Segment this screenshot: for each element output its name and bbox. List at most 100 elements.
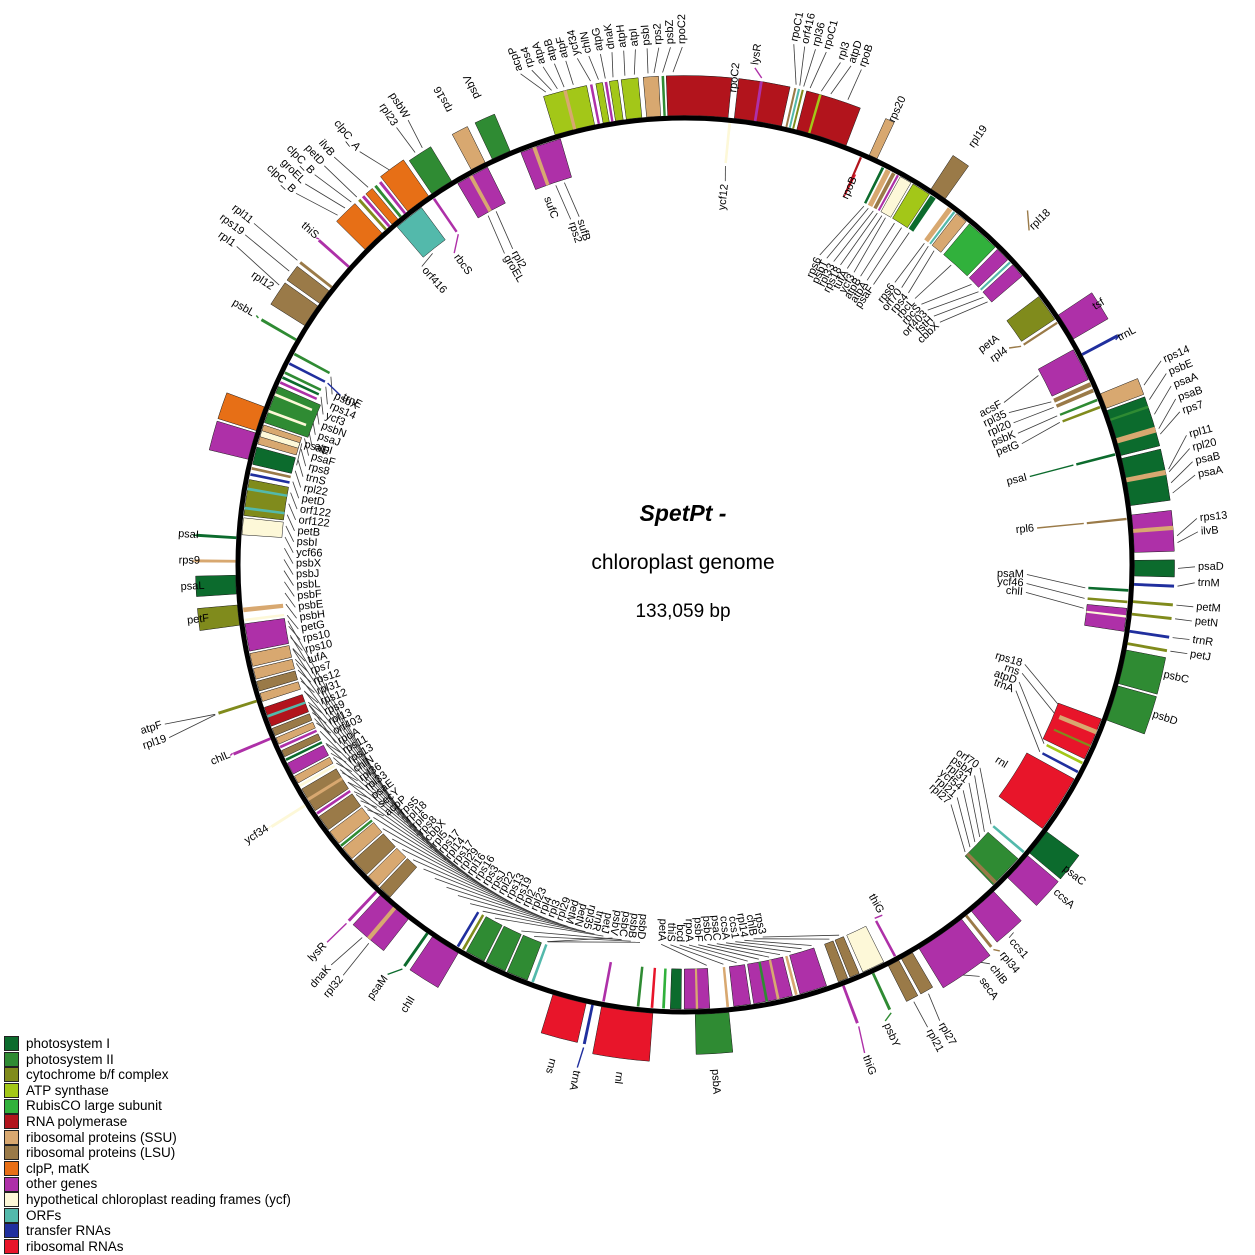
leader-line bbox=[1029, 464, 1074, 478]
gene-label: petN bbox=[1194, 615, 1218, 629]
gene-block-orf bbox=[531, 944, 548, 983]
gene-label: thiG bbox=[860, 1054, 878, 1077]
gene-label: psbJ bbox=[296, 568, 320, 581]
leader-line bbox=[913, 1001, 928, 1028]
leader-line bbox=[735, 941, 802, 950]
leader-line bbox=[347, 781, 365, 791]
gene-block-lsu bbox=[281, 733, 322, 758]
gene-block-ssu bbox=[294, 756, 334, 784]
gene-label: psbC bbox=[1162, 669, 1190, 686]
legend-label: ORFs bbox=[26, 1207, 62, 1223]
leader-line bbox=[819, 205, 865, 256]
gene-block-lsu bbox=[1053, 382, 1092, 403]
gene-label: trnR bbox=[1192, 634, 1214, 649]
leader-line bbox=[1177, 531, 1199, 543]
gene-label: atpB bbox=[542, 37, 559, 62]
gene-label: rns bbox=[1003, 662, 1022, 678]
gene-block-lsu bbox=[1023, 321, 1058, 346]
gene-label: rps8 bbox=[307, 461, 331, 478]
gene-block-rrn bbox=[592, 1006, 654, 1062]
leader-line bbox=[679, 944, 737, 964]
gene-label: tufA bbox=[306, 650, 329, 667]
leader-line bbox=[588, 55, 599, 80]
gene-label: atpI bbox=[313, 440, 334, 457]
legend-swatch-orf bbox=[4, 1207, 19, 1223]
gene-block-rrn bbox=[650, 967, 657, 1008]
leader-line bbox=[236, 246, 280, 286]
gene-label: psbB bbox=[625, 912, 640, 939]
legend-item: photosystem I bbox=[4, 1036, 291, 1052]
leader-line bbox=[487, 215, 505, 254]
leader-line bbox=[1176, 604, 1194, 608]
gene-block-ps2 bbox=[374, 184, 402, 218]
gene-block-oth bbox=[208, 420, 256, 460]
genome-title: SpetPt - bbox=[639, 500, 727, 526]
gene-label: rbcS bbox=[451, 252, 474, 277]
gene-label: psbH bbox=[299, 608, 326, 623]
gene-label: ycf46 bbox=[997, 576, 1024, 589]
leader-line bbox=[860, 222, 895, 277]
genome-subtitle: chloroplast genome bbox=[591, 551, 775, 574]
gene-label: psaC bbox=[1060, 863, 1088, 888]
gene-label: chlI bbox=[398, 994, 417, 1015]
gene-block-atp bbox=[892, 183, 930, 229]
leader-line bbox=[884, 1012, 892, 1022]
gene-blocks bbox=[195, 75, 1175, 1062]
gene-label: thiS bbox=[665, 923, 678, 942]
leader-line bbox=[874, 914, 883, 919]
leader-line bbox=[866, 227, 902, 281]
gene-block-lsu bbox=[251, 467, 291, 479]
gene-block-ssu bbox=[367, 906, 397, 940]
legend-item: other genes bbox=[4, 1176, 291, 1192]
leader-line bbox=[330, 937, 363, 966]
leader-line bbox=[542, 66, 558, 90]
leader-line bbox=[847, 69, 862, 100]
gene-label: rpl12 bbox=[249, 269, 276, 293]
leader-line bbox=[457, 895, 577, 930]
leader-line bbox=[716, 943, 781, 955]
gene-block-ps2 bbox=[636, 966, 644, 1007]
legend-label: photosystem I bbox=[26, 1036, 111, 1051]
leader-line bbox=[534, 936, 631, 942]
leader-line bbox=[1009, 345, 1022, 349]
leader-line bbox=[326, 744, 461, 872]
leader-line bbox=[962, 790, 976, 843]
leader-line bbox=[287, 620, 400, 816]
gene-label: ycf66 bbox=[296, 547, 323, 560]
leader-line bbox=[531, 69, 552, 91]
leader-line bbox=[1172, 474, 1196, 494]
gene-block-rub bbox=[662, 968, 667, 1009]
gene-block-ssu bbox=[259, 681, 301, 702]
leader-line bbox=[387, 968, 403, 976]
gene-block-cyt bbox=[1053, 728, 1091, 747]
leader-line bbox=[304, 438, 309, 456]
gene-block-ycf bbox=[274, 393, 313, 411]
leader-line bbox=[1017, 415, 1058, 434]
leader-line bbox=[283, 559, 294, 575]
leader-line bbox=[284, 536, 294, 553]
leader-line bbox=[421, 253, 433, 267]
gene-label: psbL bbox=[230, 297, 257, 319]
legend-item: RNA polymerase bbox=[4, 1114, 291, 1130]
gene-block-ps2 bbox=[506, 934, 542, 981]
leader-line bbox=[303, 690, 433, 849]
legend-label: RNA polymerase bbox=[26, 1113, 128, 1129]
gene-block-ssu bbox=[642, 75, 661, 118]
leader-line bbox=[576, 58, 591, 82]
legend-item: cytochrome b/f complex bbox=[4, 1067, 291, 1083]
gene-block-ssu bbox=[924, 207, 953, 243]
leader-line bbox=[820, 62, 841, 92]
leader-line bbox=[292, 648, 306, 662]
leader-line bbox=[1115, 333, 1122, 341]
leader-line bbox=[315, 237, 320, 240]
gene-label: rpl11 bbox=[1188, 423, 1214, 441]
gene-label: rps20 bbox=[886, 94, 909, 124]
gene-block-trn bbox=[1134, 583, 1175, 588]
gene-block-orf bbox=[396, 207, 446, 258]
leader-line bbox=[901, 245, 929, 288]
gene-label: clpC_A bbox=[331, 118, 363, 154]
leader-line bbox=[320, 396, 324, 415]
leader-line bbox=[927, 291, 979, 311]
gene-block-oth bbox=[877, 174, 899, 211]
leader-line bbox=[670, 944, 724, 965]
